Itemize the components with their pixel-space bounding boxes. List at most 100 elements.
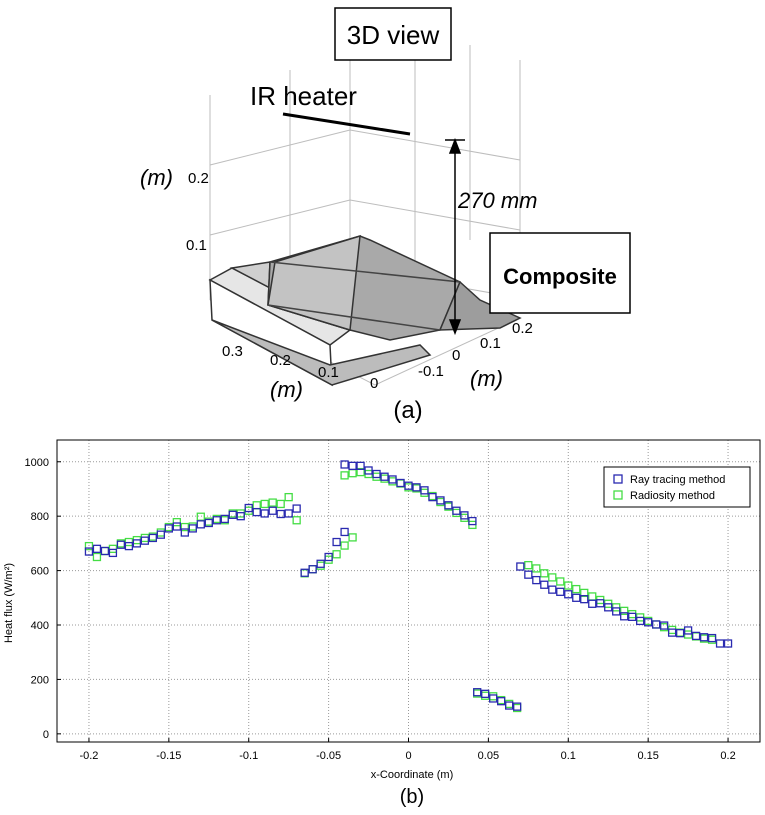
figure-b-caption: (b) bbox=[400, 786, 424, 808]
data-point bbox=[349, 462, 356, 469]
data-point bbox=[269, 507, 276, 514]
data-point bbox=[461, 514, 468, 521]
data-point bbox=[453, 509, 460, 516]
data-point bbox=[490, 695, 497, 702]
data-point bbox=[277, 500, 284, 507]
figure-a-svg: IR heater 3D view 270 mm Composite (m) 0… bbox=[0, 0, 765, 430]
left-axis-unit: (m) bbox=[270, 377, 303, 402]
right-axis-unit: (m) bbox=[470, 366, 503, 391]
x-axis-label: x-Coordinate (m) bbox=[371, 769, 454, 781]
data-point bbox=[157, 529, 164, 536]
figure-b-chart: -0.2 -0.15 -0.1 -0.05 0 0.05 0.1 0.15 0.2 0 200 400… bbox=[0, 430, 765, 810]
composite-label: Composite bbox=[503, 264, 617, 289]
data-point bbox=[381, 475, 388, 482]
data-point bbox=[141, 534, 148, 541]
data-point bbox=[381, 473, 388, 480]
figure-a-title: 3D view bbox=[347, 20, 440, 50]
x-tick-label: -0.15 bbox=[156, 750, 181, 762]
data-point bbox=[421, 487, 428, 494]
y-tick-label: 1000 bbox=[25, 457, 49, 469]
data-point bbox=[349, 534, 356, 541]
z-axis-unit: (m) bbox=[140, 165, 173, 190]
data-point bbox=[141, 537, 148, 544]
heat-flux-chart: -0.2 -0.15 -0.1 -0.05 0 0.05 0.1 0.15 0.2 0 200 400… bbox=[0, 430, 765, 810]
data-point bbox=[557, 578, 564, 585]
data-point bbox=[669, 626, 676, 633]
data-point bbox=[101, 548, 108, 555]
ir-heater-label: IR heater bbox=[250, 81, 357, 111]
right-tick-label: -0.1 bbox=[418, 363, 444, 380]
data-point bbox=[309, 566, 316, 573]
y-tick-label: 400 bbox=[31, 620, 49, 632]
data-point bbox=[453, 507, 460, 514]
z-tick-label: 0.1 bbox=[186, 237, 207, 254]
left-tick-label: 0 bbox=[370, 375, 378, 392]
data-point bbox=[101, 548, 108, 555]
data-point bbox=[245, 507, 252, 514]
data-point bbox=[541, 581, 548, 588]
right-tick-label: 0 bbox=[452, 347, 460, 364]
data-point bbox=[653, 621, 660, 628]
data-point bbox=[490, 693, 497, 700]
data-point bbox=[373, 471, 380, 478]
y-tick-label: 600 bbox=[31, 566, 49, 578]
data-point bbox=[341, 528, 348, 535]
data-point bbox=[93, 545, 100, 552]
data-point bbox=[285, 494, 292, 501]
x-tick-label: -0.2 bbox=[79, 750, 98, 762]
x-tick-label: 0 bbox=[405, 750, 411, 762]
data-point bbox=[189, 525, 196, 532]
data-point bbox=[261, 500, 268, 507]
data-point bbox=[309, 566, 316, 573]
data-point bbox=[197, 513, 204, 520]
data-point bbox=[557, 588, 564, 595]
data-point bbox=[669, 629, 676, 636]
distance-label: 270 mm bbox=[457, 188, 537, 213]
data-point bbox=[349, 470, 356, 477]
right-tick-label: 0.1 bbox=[480, 335, 501, 352]
data-point bbox=[549, 574, 556, 581]
left-tick-label: 0.3 bbox=[222, 343, 243, 360]
data-point bbox=[189, 523, 196, 530]
data-point bbox=[589, 600, 596, 607]
data-point bbox=[253, 502, 260, 509]
data-point bbox=[173, 519, 180, 526]
y-tick-label: 0 bbox=[43, 729, 49, 741]
data-point bbox=[317, 560, 324, 567]
y-tick-label: 800 bbox=[31, 511, 49, 523]
data-point bbox=[341, 472, 348, 479]
data-point bbox=[629, 611, 636, 618]
data-point bbox=[277, 511, 284, 518]
x-tick-label: -0.1 bbox=[239, 750, 258, 762]
data-point bbox=[573, 594, 580, 601]
legend-label: Radiosity method bbox=[630, 490, 715, 502]
data-point bbox=[93, 553, 100, 560]
x-tick-label: 0.1 bbox=[561, 750, 576, 762]
left-tick-label: 0.2 bbox=[270, 352, 291, 369]
data-point bbox=[373, 473, 380, 480]
z-tick-label: 0.2 bbox=[188, 170, 209, 187]
data-point bbox=[389, 476, 396, 483]
data-point bbox=[533, 565, 540, 572]
data-point bbox=[333, 539, 340, 546]
data-point bbox=[341, 542, 348, 549]
data-point bbox=[245, 505, 252, 512]
data-point bbox=[421, 489, 428, 496]
y-tick-label: 200 bbox=[31, 674, 49, 686]
right-tick-label: 0.2 bbox=[512, 320, 533, 337]
data-point bbox=[269, 499, 276, 506]
data-point bbox=[525, 571, 532, 578]
data-point bbox=[157, 531, 164, 538]
data-point bbox=[629, 613, 636, 620]
data-point bbox=[317, 562, 324, 569]
data-point bbox=[653, 621, 660, 628]
data-point bbox=[717, 640, 724, 647]
y-axis-label: Heat flux (W/m²) bbox=[3, 563, 15, 643]
figure-a-3d-view: IR heater 3D view 270 mm Composite (m) 0… bbox=[0, 0, 765, 430]
x-tick-label: -0.05 bbox=[316, 750, 341, 762]
data-point bbox=[565, 582, 572, 589]
data-point bbox=[333, 551, 340, 558]
figure-a-caption: (a) bbox=[393, 397, 422, 424]
data-point bbox=[461, 512, 468, 519]
data-point bbox=[253, 509, 260, 516]
